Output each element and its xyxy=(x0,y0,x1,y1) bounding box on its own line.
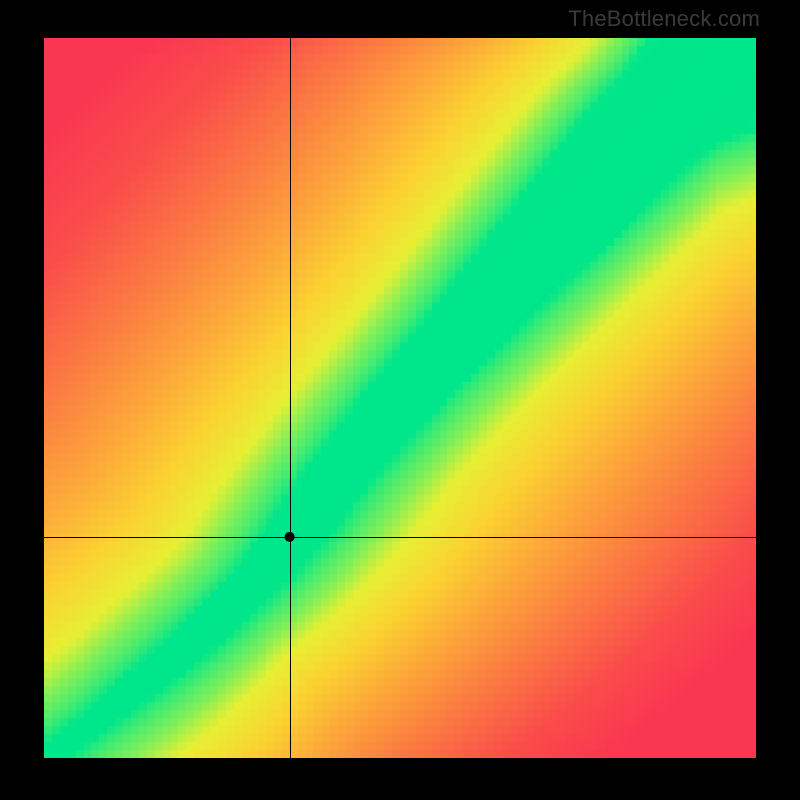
heatmap-plot xyxy=(44,38,756,758)
chart-container: TheBottleneck.com xyxy=(0,0,800,800)
watermark-text: TheBottleneck.com xyxy=(568,6,760,32)
heatmap-canvas xyxy=(44,38,756,758)
